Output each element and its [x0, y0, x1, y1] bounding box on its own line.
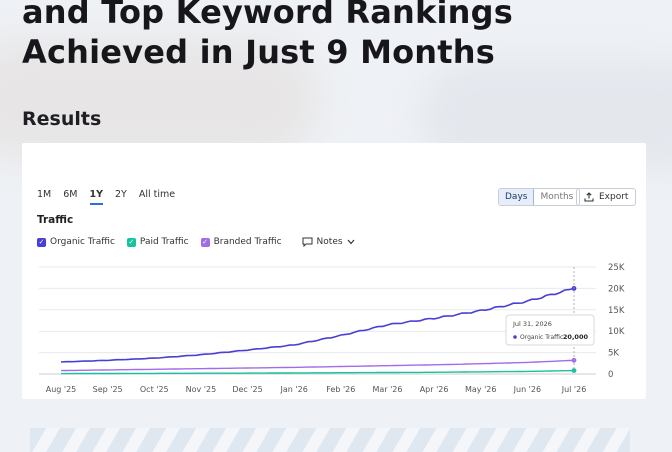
headline-line-2: Achieved in Just 9 Months	[22, 33, 495, 71]
series-line-branded-traffic	[60, 359, 575, 372]
check-icon: ✓	[37, 237, 46, 247]
y-tick-label: 15K	[608, 306, 625, 316]
headline-line-1: and Top Keyword Rankings	[22, 0, 514, 31]
y-tick-label: 10K	[608, 327, 625, 337]
tooltip-box	[505, 314, 595, 346]
legend-branded-label: Branded Traffic	[213, 237, 282, 247]
y-tick-label: 20K	[608, 284, 625, 294]
chart-legend: ✓ Organic Traffic ✓ Paid Traffic ✓ Brand…	[37, 237, 355, 247]
export-button[interactable]: Export	[576, 188, 637, 206]
range-all-time[interactable]: All time	[138, 189, 176, 200]
x-tick-label: Jun '26	[513, 385, 541, 394]
series-endpoint	[571, 368, 577, 373]
chevron-down-icon	[347, 239, 355, 245]
tooltip-series: Organic Traffic	[520, 334, 563, 341]
months-button[interactable]: Months	[540, 192, 574, 202]
tooltip-date: Jul 31, 2026	[512, 320, 552, 328]
legend-paid[interactable]: ✓ Paid Traffic	[126, 237, 189, 247]
x-tick-label: Jul '26	[561, 385, 587, 394]
range-2y[interactable]: 2Y	[115, 189, 127, 200]
x-tick-label: Dec '25	[232, 385, 262, 394]
days-button[interactable]: Days	[499, 189, 535, 205]
traffic-line-chart: 0 5K 10K 15K 20K 25K Aug '25 Sep '25 Oct '25 Nov …	[39, 263, 625, 394]
y-tick-label: 25K	[608, 263, 625, 273]
background-stripes	[30, 428, 630, 452]
x-tick-label: Sep '25	[93, 385, 123, 394]
chart-title: Traffic	[37, 214, 74, 226]
tooltip-value: 20,000	[563, 333, 589, 341]
background-blur-left	[0, 40, 320, 160]
range-1y[interactable]: 1Y	[89, 189, 103, 205]
legend-organic[interactable]: ✓ Organic Traffic	[37, 237, 115, 247]
y-tick-label: 5K	[608, 349, 619, 359]
x-tick-label: Feb '26	[326, 385, 355, 394]
legend-organic-label: Organic Traffic	[50, 237, 115, 247]
check-icon: ✓	[200, 237, 210, 247]
legend-branded[interactable]: ✓ Branded Traffic	[200, 237, 282, 247]
x-tick-label: Oct '25	[140, 385, 169, 394]
x-tick-label: Aug '25	[46, 385, 77, 394]
headline: and Top Keyword Rankings Achieved in Jus…	[22, 0, 513, 72]
check-icon: ✓	[126, 237, 136, 247]
range-selector: 1M 6M 1Y 2Y All time	[37, 189, 175, 205]
speech-bubble-icon	[302, 237, 313, 247]
range-6m[interactable]: 6M	[63, 189, 78, 200]
series-line-paid-traffic	[61, 369, 575, 375]
x-tick-label: May '26	[465, 385, 496, 394]
export-label: Export	[599, 192, 629, 202]
x-tick-label: Nov '25	[186, 385, 217, 394]
section-title: Results	[22, 108, 102, 130]
tooltip-dot	[513, 335, 517, 339]
range-1m[interactable]: 1M	[37, 189, 52, 200]
x-tick-label: Mar '26	[372, 385, 402, 394]
notes-label: Notes	[316, 237, 343, 247]
upload-icon	[584, 192, 594, 202]
granularity-toggle: Days Months	[498, 188, 581, 206]
notes-dropdown[interactable]: Notes	[302, 237, 355, 247]
x-tick-label: Jan '26	[280, 385, 308, 394]
legend-paid-label: Paid Traffic	[139, 237, 189, 247]
traffic-chart-card: 1M 6M 1Y 2Y All time Days Months Export …	[22, 143, 646, 399]
series-line-organic-traffic	[60, 287, 575, 363]
y-tick-label: 0	[608, 370, 613, 380]
x-tick-label: Apr '26	[420, 385, 449, 394]
